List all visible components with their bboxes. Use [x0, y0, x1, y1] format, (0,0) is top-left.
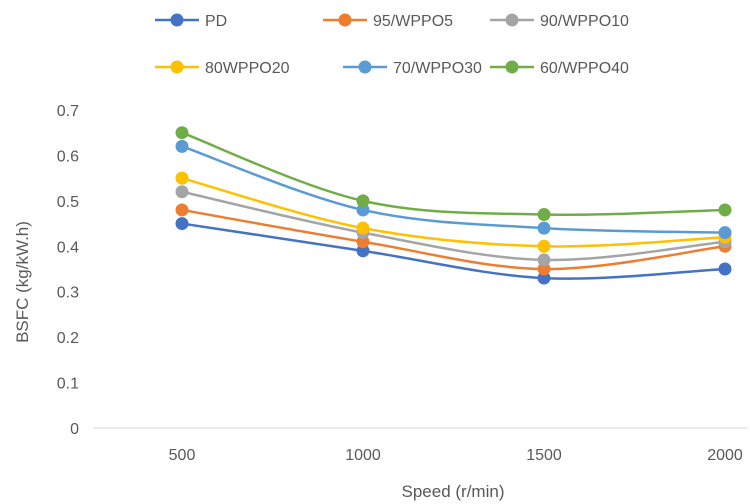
y-tick-label: 0.3	[57, 285, 79, 302]
data-point	[718, 262, 732, 276]
y-tick-label: 0	[70, 421, 79, 438]
data-point	[537, 221, 551, 235]
series-line	[181, 176, 726, 248]
series-line	[181, 222, 726, 280]
series-line	[181, 145, 726, 234]
y-tick-label: 0.4	[57, 239, 79, 256]
y-tick-label: 0.1	[57, 376, 79, 393]
legend-marker	[170, 60, 184, 74]
legend-label: 70/WPPO30	[393, 60, 482, 77]
x-tick-label: 2000	[707, 447, 743, 464]
data-point	[175, 139, 189, 153]
x-tick-label: 500	[169, 447, 196, 464]
series-line	[181, 131, 726, 217]
legend: PD 95/WPPO5 90/WPPO10 80WPPO20 70/WPPO30 60/W…	[155, 13, 629, 77]
data-point	[175, 203, 189, 217]
series-layer	[175, 126, 732, 285]
legend-item: 60/WPPO40	[490, 60, 629, 77]
data-point	[537, 239, 551, 253]
data-point	[537, 253, 551, 267]
legend-marker	[505, 13, 519, 27]
data-point	[718, 226, 732, 240]
data-point	[356, 235, 370, 249]
series-2	[175, 185, 732, 267]
legend-marker	[505, 60, 519, 74]
data-point	[356, 203, 370, 217]
legend-item: 80WPPO20	[155, 60, 290, 77]
series-line	[181, 208, 726, 271]
y-axis-label: BSFC (kg/kW.h)	[13, 221, 32, 343]
series-line	[181, 190, 726, 262]
legend-item: 70/WPPO30	[343, 60, 482, 77]
legend-item: 95/WPPO5	[323, 13, 453, 30]
data-point	[175, 185, 189, 199]
data-point	[537, 207, 551, 221]
y-tick-label: 0.7	[57, 103, 79, 120]
x-axis: 500 1000 1500 2000	[93, 427, 748, 464]
x-axis-label: Speed (r/min)	[402, 482, 505, 501]
legend-marker	[170, 13, 184, 27]
legend-item: 90/WPPO10	[490, 13, 629, 30]
y-tick-label: 0.2	[57, 330, 79, 347]
data-point	[175, 126, 189, 140]
y-tick-label: 0.6	[57, 148, 79, 165]
data-point	[537, 271, 551, 285]
legend-label: 95/WPPO5	[373, 13, 453, 30]
legend-marker	[338, 13, 352, 27]
data-point	[718, 203, 732, 217]
legend-label: 90/WPPO10	[540, 13, 629, 30]
y-axis: 0 0.1 0.2 0.3 0.4 0.5 0.6 0.7	[57, 103, 79, 438]
data-point	[537, 262, 551, 276]
x-tick-label: 1000	[345, 447, 381, 464]
data-point	[356, 244, 370, 258]
legend-marker	[358, 60, 372, 74]
legend-label: 80WPPO20	[205, 60, 290, 77]
y-tick-label: 0.5	[57, 194, 79, 211]
series-0	[175, 217, 732, 285]
x-tick-label: 1500	[526, 447, 562, 464]
legend-label: 60/WPPO40	[540, 60, 629, 77]
data-point	[175, 217, 189, 231]
data-point	[356, 194, 370, 208]
series-5	[175, 126, 732, 221]
series-1	[175, 203, 732, 276]
data-point	[175, 171, 189, 185]
series-4	[175, 139, 732, 240]
legend-label: PD	[205, 13, 227, 30]
data-point	[356, 221, 370, 235]
legend-item: PD	[155, 13, 227, 30]
